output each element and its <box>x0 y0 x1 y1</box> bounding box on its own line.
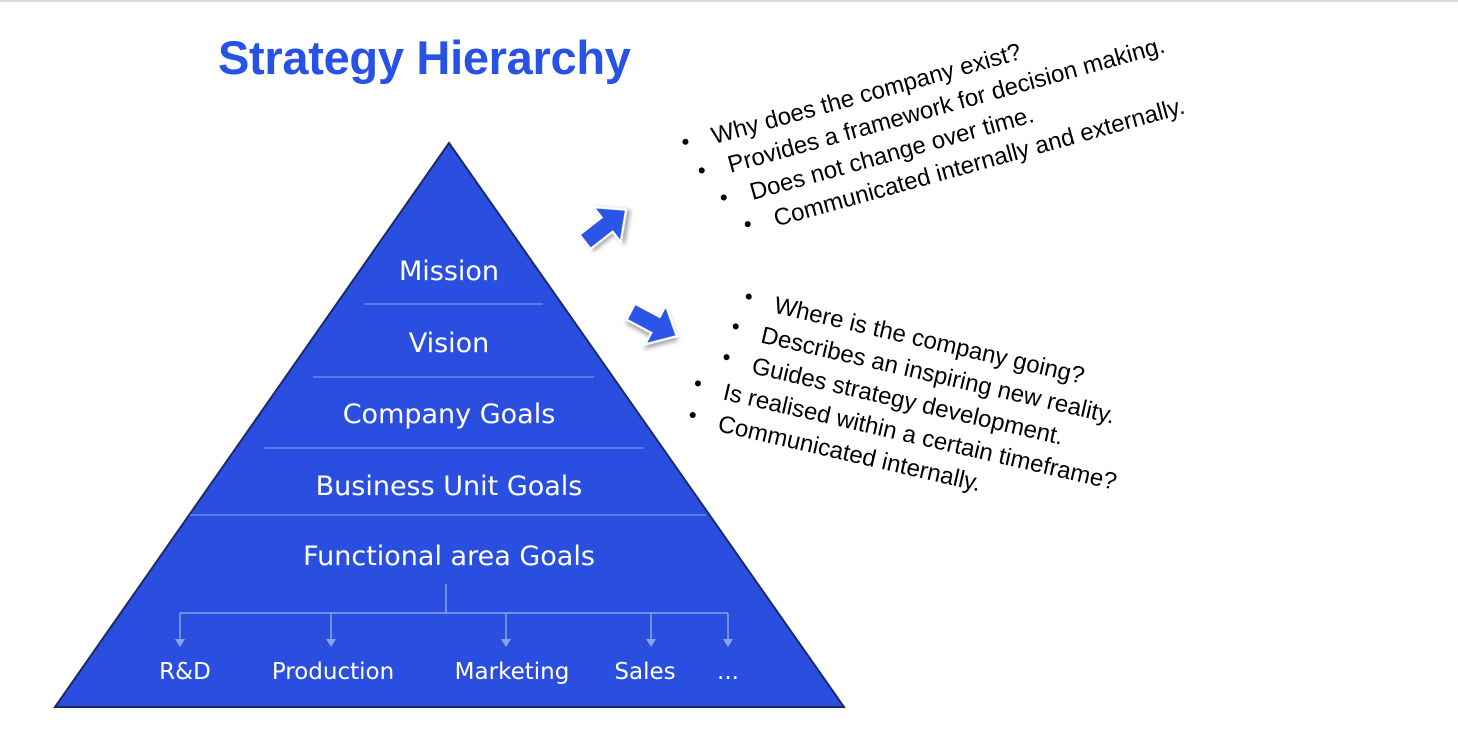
top-divider <box>0 0 1458 2</box>
tier-company-goals-label: Company Goals <box>343 399 556 430</box>
page-title: Strategy Hierarchy <box>218 31 631 84</box>
functional-tree-arrowheads <box>175 639 733 647</box>
tier-business-unit-goals-label: Business Unit Goals <box>316 471 583 502</box>
tier-functional-area-goals-label: Functional area Goals <box>303 541 595 572</box>
functional-area-sales: Sales <box>614 659 675 685</box>
pyramid-shape <box>53 141 846 708</box>
functional-area-production: Production <box>272 659 394 685</box>
functional-area-marketing: Marketing <box>455 659 570 685</box>
functional-area-more: ... <box>717 659 739 685</box>
tier-mission-label: Mission <box>399 256 499 287</box>
tier-vision-label: Vision <box>409 328 490 359</box>
functional-tree-connector <box>179 584 729 641</box>
vision-arrow-icon <box>625 302 679 346</box>
mission-arrow-icon <box>578 206 628 251</box>
functional-area-rd: R&D <box>159 659 211 685</box>
